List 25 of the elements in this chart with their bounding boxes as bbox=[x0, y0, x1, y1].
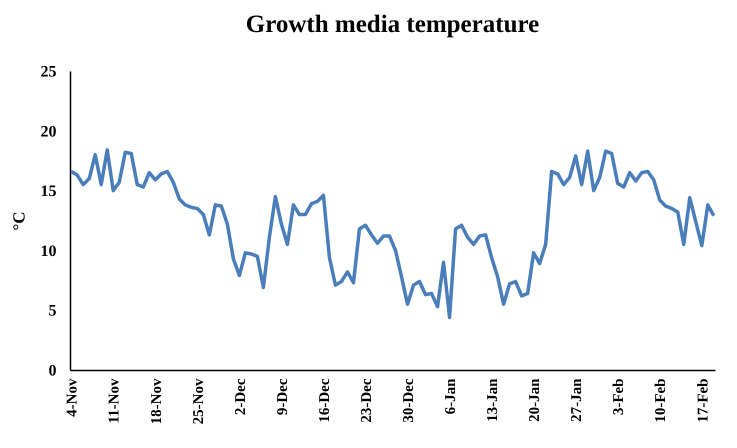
y-tick-label: 5 bbox=[48, 302, 56, 320]
x-tick-label: 2-Dec bbox=[232, 378, 249, 416]
x-tick-label: 10-Feb bbox=[653, 378, 670, 423]
x-tick-label: 11-Nov bbox=[106, 378, 123, 424]
x-tick-label: 30-Dec bbox=[401, 378, 418, 423]
y-tick-label: 10 bbox=[40, 242, 56, 260]
y-tick-label: 15 bbox=[40, 183, 56, 200]
line-series bbox=[69, 148, 716, 320]
x-tick-label: 9-Dec bbox=[274, 378, 291, 416]
y-axis-title: °C bbox=[10, 211, 28, 231]
x-tick-label: 23-Dec bbox=[358, 378, 375, 423]
x-tick-label: 18-Nov bbox=[148, 378, 165, 424]
x-tick-label: 27-Jan bbox=[569, 378, 586, 422]
x-tick-label: 17-Feb bbox=[695, 378, 712, 423]
x-tick-label: 13-Jan bbox=[485, 378, 502, 422]
x-tick-label: 20-Jan bbox=[527, 378, 544, 422]
x-tick-label: 4-Nov bbox=[64, 378, 81, 417]
x-tick-label: 6-Jan bbox=[443, 378, 460, 414]
x-tick-label: 25-Nov bbox=[190, 378, 207, 424]
x-tick-label: 3-Feb bbox=[611, 378, 628, 416]
y-tick-label: 25 bbox=[40, 64, 56, 80]
chart-title: Growth media temperature bbox=[246, 11, 540, 38]
x-tick-label: 16-Dec bbox=[316, 378, 333, 423]
y-tick-label: 0 bbox=[48, 362, 56, 380]
y-tick-label: 20 bbox=[40, 123, 56, 140]
